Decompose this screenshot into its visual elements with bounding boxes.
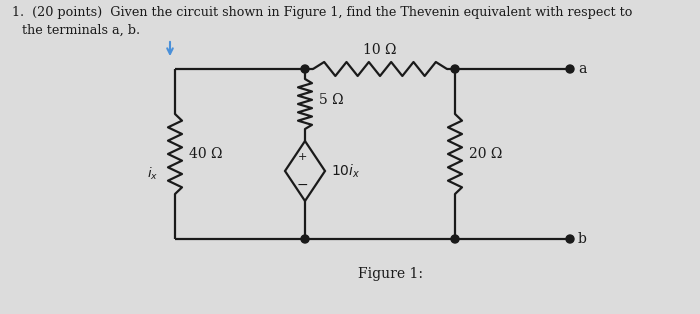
Circle shape (451, 235, 459, 243)
Text: +: + (298, 152, 307, 162)
Text: b: b (578, 232, 587, 246)
Text: the terminals a, b.: the terminals a, b. (22, 24, 140, 37)
Text: 40 Ω: 40 Ω (189, 147, 223, 161)
Text: 5 Ω: 5 Ω (319, 93, 344, 107)
Text: $10i_x$: $10i_x$ (331, 162, 360, 180)
Text: −: − (296, 178, 308, 192)
Circle shape (301, 65, 309, 73)
Text: Figure 1:: Figure 1: (358, 267, 423, 281)
Circle shape (566, 235, 574, 243)
Text: a: a (578, 62, 587, 76)
Text: 20 Ω: 20 Ω (469, 147, 503, 161)
Text: $i_x$: $i_x$ (148, 166, 159, 182)
Text: 10 Ω: 10 Ω (363, 43, 397, 57)
Circle shape (301, 235, 309, 243)
Text: 1.  (20 points)  Given the circuit shown in Figure 1, find the Thevenin equivale: 1. (20 points) Given the circuit shown i… (12, 6, 632, 19)
Circle shape (566, 65, 574, 73)
Circle shape (451, 65, 459, 73)
